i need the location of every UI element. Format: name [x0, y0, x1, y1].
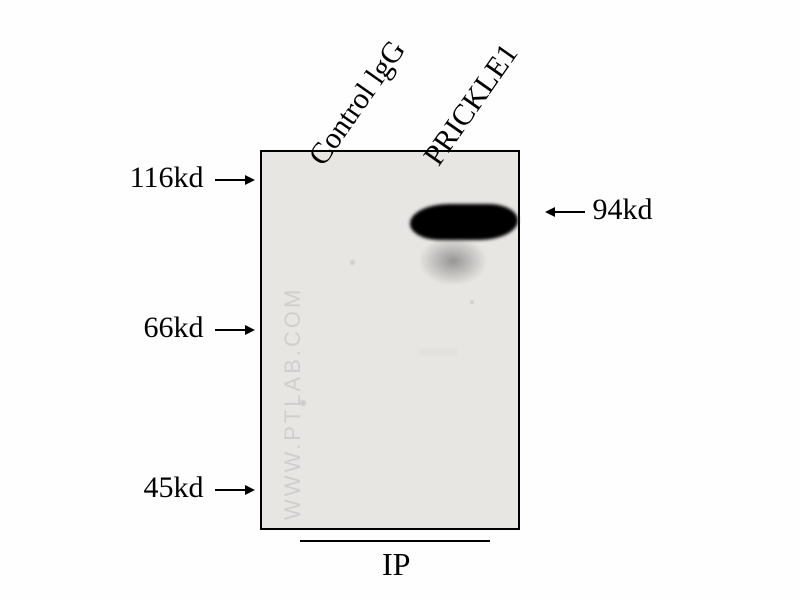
western-blot-figure: WWW.PTLAB.COM 116kd 66kd 45kd 94kd Contr…: [0, 0, 800, 600]
arrow-left-icon: [545, 193, 585, 226]
mw-marker-label: 66kd: [144, 311, 204, 344]
band-label-94kd: 94kd: [545, 193, 653, 227]
blot-membrane-top-edge: [260, 150, 520, 152]
mw-marker-116kd: 116kd: [105, 161, 255, 195]
band-label-text: 94kd: [593, 193, 653, 226]
ip-underline: [300, 540, 490, 542]
arrow-right-icon: [215, 473, 255, 503]
arrow-right-icon: [215, 313, 255, 343]
membrane-speck: [350, 260, 355, 265]
ip-label: IP: [382, 546, 410, 583]
mw-marker-label: 45kd: [144, 471, 204, 504]
protein-band-main: [410, 204, 518, 240]
mw-marker-66kd: 66kd: [105, 311, 255, 345]
membrane-speck: [300, 400, 306, 406]
mw-marker-45kd: 45kd: [105, 471, 255, 505]
arrow-right-icon: [215, 163, 255, 193]
protein-band-smear: [418, 236, 488, 286]
mw-marker-label: 116kd: [130, 161, 204, 194]
protein-band-faint: [418, 348, 458, 356]
membrane-speck: [470, 300, 474, 304]
